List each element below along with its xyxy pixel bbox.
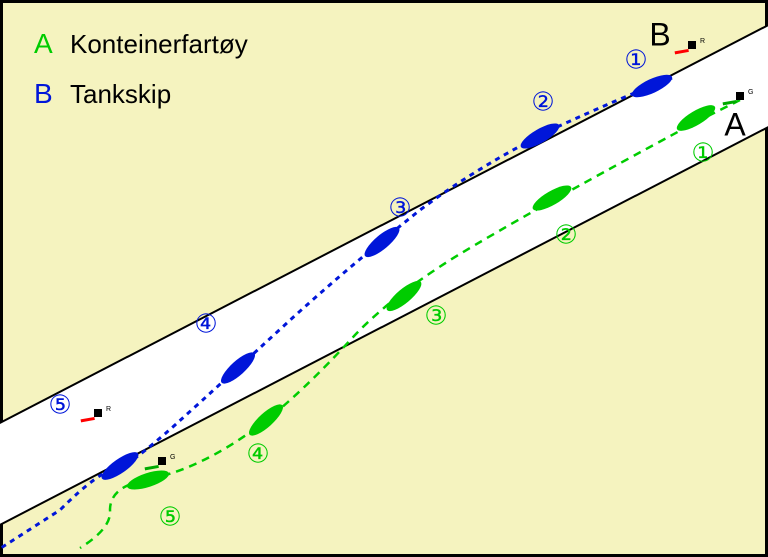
svg-text:G: G (748, 89, 753, 96)
legend-row-b: B Tankskip (34, 78, 248, 110)
svg-text:R: R (700, 38, 705, 45)
position-label: ② (531, 87, 554, 118)
position-label: ③ (424, 301, 447, 332)
position-label: ⑤ (48, 390, 71, 421)
vessel-letter-b: B (649, 17, 670, 54)
svg-text:G: G (170, 454, 175, 461)
legend: A Konteinerfartøy B Tankskip (34, 28, 248, 128)
legend-key-b: B (34, 78, 56, 110)
legend-key-a: A (34, 28, 56, 60)
diagram-stage: R R G G A Konteinerfartøy B Tankskip A B ① ②… (0, 0, 768, 557)
position-label: ③ (388, 193, 411, 224)
svg-text:R: R (106, 406, 111, 413)
position-label: ① (691, 138, 714, 169)
legend-label-b: Tankskip (70, 79, 171, 110)
position-label: ④ (194, 309, 217, 340)
vessel-letter-a: A (724, 107, 745, 144)
position-label: ④ (246, 439, 269, 470)
position-label: ⑤ (158, 502, 181, 533)
position-label: ② (554, 220, 577, 251)
legend-row-a: A Konteinerfartøy (34, 28, 248, 60)
legend-label-a: Konteinerfartøy (70, 29, 248, 60)
position-label: ① (624, 45, 647, 76)
